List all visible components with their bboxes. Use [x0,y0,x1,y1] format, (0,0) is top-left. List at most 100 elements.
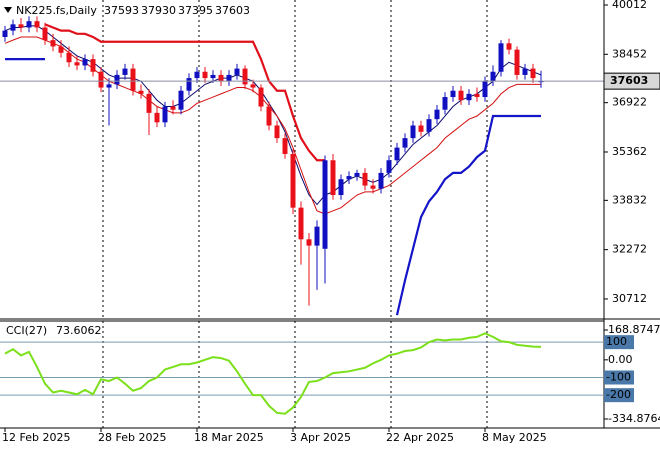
candle-body [418,125,424,132]
candle-body [458,90,464,101]
candle-body [330,160,336,196]
candle-body [266,106,272,126]
candle-body [338,179,344,196]
candle-body [442,97,448,110]
candle-body [170,106,176,110]
header-close: 37603 [215,4,250,17]
candle-body [250,84,256,88]
candle-body [514,49,520,75]
price-label-box [603,72,660,90]
level-label-box [604,335,634,350]
candle-body [82,59,88,66]
candle-body [354,172,360,177]
price-label: 37603 [610,74,648,87]
level-label-box [604,370,634,385]
y-tick-label: 40012 [612,0,647,11]
indicator-line [44,23,325,162]
candle-body [530,68,536,79]
level-label: -100 [606,371,631,384]
candle-body [282,138,288,154]
candle-body [74,62,80,66]
header-open: 37593 [104,4,139,17]
candle-body [98,71,104,88]
candle-body [314,226,320,246]
candle-body [498,43,504,72]
level-label: -200 [606,388,631,401]
candle-body [242,68,248,85]
candle-body [378,172,384,189]
x-tick-label: 28 Feb 2025 [98,431,166,444]
candle-body [162,106,168,123]
candle-body [402,138,408,148]
candle-body [450,90,456,98]
candle-body [106,84,112,88]
candle-body [130,68,136,91]
candle-body [26,21,32,28]
candle-body [474,93,480,98]
candle-body [146,93,152,113]
x-tick-label: 8 May 2025 [482,431,547,444]
y-tick-label: 33832 [612,193,647,206]
x-tick-label: 12 Feb 2025 [2,431,70,444]
cci-value: 73.6062 [56,324,102,337]
candle-body [370,185,376,189]
x-tick-label: 22 Apr 2025 [386,431,454,444]
level-label-box [604,388,634,403]
header-icon [4,7,12,13]
candle-body [434,109,440,120]
candle-body [258,87,264,107]
candle-body [218,74,224,82]
candle-body [186,78,192,91]
candle-body [178,90,184,110]
y-tick-label: 168.8747 [608,323,660,336]
candle-body [194,71,200,79]
candle-body [234,68,240,75]
candle-body [2,30,8,37]
candle-body [362,172,368,186]
header-high: 37930 [141,4,176,17]
cci-title: CCI(27) [6,324,47,337]
candle-body [410,125,416,139]
y-tick-label: 38452 [612,47,647,60]
candle-body [506,43,512,50]
cci-line [4,332,542,415]
candle-body [66,52,72,63]
header-low: 37395 [178,4,213,17]
y-tick-label: 36922 [612,96,647,109]
candle-body [42,27,48,41]
candle-body [34,21,40,28]
candle-body [290,153,296,208]
candle-body [322,160,328,249]
candle-body [298,207,304,240]
y-tick-label: 0.00 [608,353,633,366]
candle-body [50,40,56,47]
header-symbol: NK225.fs,Daily [16,4,97,17]
x-tick-label: 18 Mar 2025 [194,431,264,444]
candle-body [58,46,64,53]
candle-body [154,112,160,123]
level-label: 100 [606,335,627,348]
candle-body [226,74,232,82]
candle-body [90,59,96,72]
candle-body [306,239,312,246]
candle-body [210,74,216,79]
y-tick-label: 32272 [612,243,647,256]
indicator-line [5,58,541,316]
candle-body [466,93,472,101]
candle-body [18,24,24,28]
candle-body [394,147,400,161]
candle-body [426,119,432,132]
y-tick-label: -334.8764 [608,412,660,425]
candle-body [202,71,208,79]
x-tick-label: 3 Apr 2025 [290,431,351,444]
y-tick-label: 35362 [612,145,647,158]
candle-body [10,24,16,31]
candle-body [490,71,496,82]
candle-body [114,74,120,85]
candle-body [274,125,280,139]
y-tick-label: 30712 [612,292,647,305]
candle-body [482,81,488,98]
candle-body [346,176,352,180]
candle-body [386,160,392,173]
